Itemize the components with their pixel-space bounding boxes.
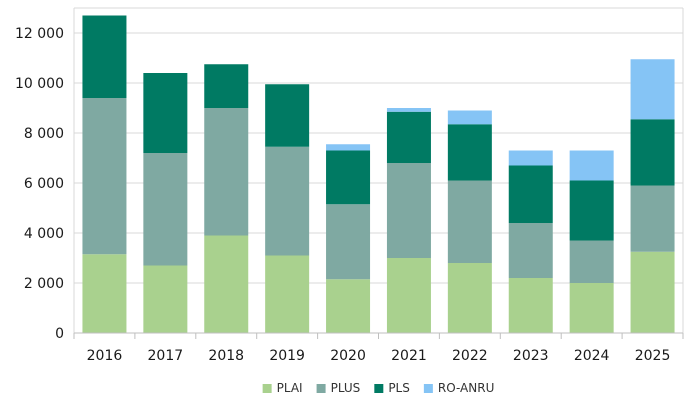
legend-label-plus: PLUS [331, 381, 361, 395]
bar-segment-plai-2021 [386, 258, 431, 333]
bar-segment-plus-2022 [447, 180, 492, 263]
bar-segment-pls-2021 [386, 111, 431, 163]
x-tick-label: 2020 [330, 348, 366, 364]
bar-segment-ro-anru-2022 [447, 110, 492, 125]
bar-segment-plai-2022 [447, 263, 492, 333]
bar-segment-plus-2023 [508, 223, 553, 278]
legend-swatch-plus [316, 384, 326, 393]
y-tick-label: 12 000 [15, 26, 64, 42]
bar-segment-plus-2020 [326, 204, 371, 280]
bar-segment-plai-2018 [204, 235, 249, 333]
legend-label-plai: PLAI [277, 381, 303, 395]
axes: 0 2 000 4 000 6 000 8 000 10 000 12 000 2016 201… [15, 26, 684, 364]
bar-segment-pls-2017 [143, 73, 188, 153]
bar-segment-pls-2019 [265, 84, 310, 147]
bars [82, 15, 675, 333]
x-tick-label: 2024 [574, 348, 610, 364]
bar-segment-pls-2022 [447, 124, 492, 181]
bar-segment-pls-2023 [508, 165, 553, 223]
bar-segment-plai-2016 [82, 254, 127, 333]
bar-segment-plai-2023 [508, 278, 553, 333]
legend-label-pls: PLS [388, 381, 410, 395]
y-tick-label: 8 000 [24, 126, 64, 142]
legend-swatch-ro-anru [423, 384, 433, 393]
bar-segment-ro-anru-2025 [630, 59, 675, 120]
x-tick-label: 2018 [208, 348, 244, 364]
y-tick-label: 0 [55, 326, 64, 342]
bar-segment-plai-2019 [265, 255, 310, 333]
bar-segment-plai-2020 [326, 279, 371, 333]
bar-segment-plus-2018 [204, 108, 249, 236]
bar-segment-ro-anru-2020 [326, 144, 371, 151]
legend-swatch-pls [374, 384, 384, 393]
bar-segment-plus-2024 [569, 240, 614, 283]
bar-segment-ro-anru-2021 [386, 108, 431, 112]
legend-swatch-plai [262, 384, 272, 393]
x-tick-label: 2025 [635, 348, 671, 364]
y-tick-label: 4 000 [24, 226, 64, 242]
bar-segment-pls-2018 [204, 64, 249, 108]
bar-segment-plai-2017 [143, 265, 188, 333]
bar-segment-ro-anru-2024 [569, 150, 614, 181]
bar-segment-pls-2025 [630, 119, 675, 186]
y-tick-label: 10 000 [15, 76, 64, 92]
x-tick-label: 2021 [391, 348, 427, 364]
x-tick-label: 2017 [148, 348, 184, 364]
bar-segment-plus-2019 [265, 146, 310, 256]
bar-segment-plus-2017 [143, 153, 188, 266]
bar-segment-plus-2025 [630, 185, 675, 252]
bar-segment-pls-2020 [326, 150, 371, 205]
bar-segment-pls-2024 [569, 180, 614, 241]
bar-segment-pls-2016 [82, 15, 127, 98]
bar-segment-plai-2025 [630, 251, 675, 333]
x-tick-label: 2016 [87, 348, 123, 364]
bar-segment-plus-2016 [82, 98, 127, 255]
x-tick-label: 2022 [452, 348, 488, 364]
x-tick-label: 2023 [513, 348, 549, 364]
bar-segment-plus-2021 [386, 163, 431, 258]
legend: PLAI PLUS PLS RO-ANRU [262, 381, 495, 395]
y-tick-label: 6 000 [24, 176, 64, 192]
bar-segment-plai-2024 [569, 283, 614, 333]
bar-segment-ro-anru-2023 [508, 150, 553, 166]
legend-label-ro-anru: RO-ANRU [438, 381, 495, 395]
y-tick-label: 2 000 [24, 276, 64, 292]
x-tick-label: 2019 [269, 348, 305, 364]
